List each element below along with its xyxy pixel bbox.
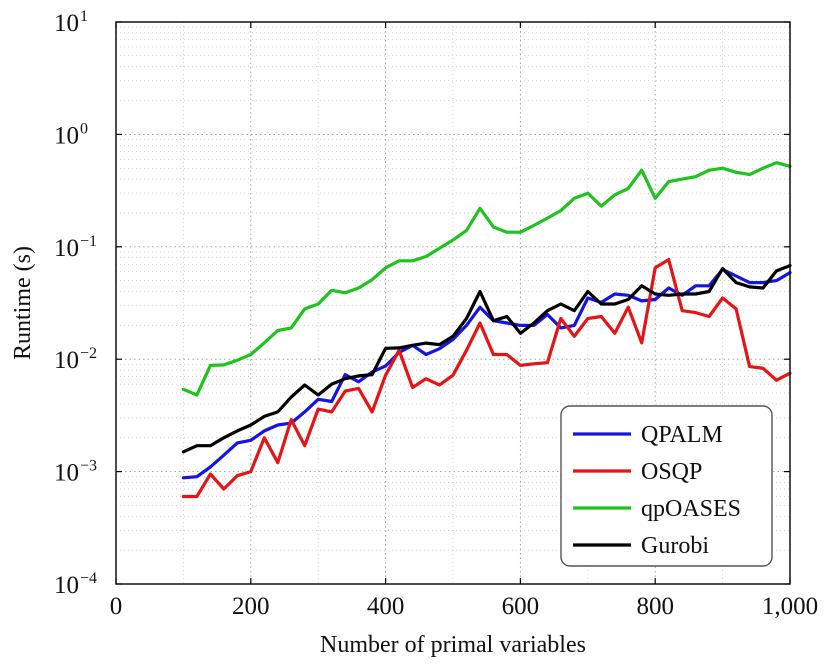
y-tick-label: 10 1 [54, 8, 88, 37]
x-tick-label: 400 [367, 593, 405, 620]
y-tick-exponent: 1 [80, 8, 88, 25]
y-tick-label: 10 0 [54, 120, 88, 149]
x-tick-label: 200 [232, 593, 270, 620]
x-tick-label: 1,000 [762, 593, 818, 620]
x-tick-label: 600 [502, 593, 540, 620]
y-tick-base: 10 [54, 235, 79, 262]
y-tick-base: 10 [54, 122, 79, 149]
x-tick-label: 800 [636, 593, 674, 620]
y-tick-base: 10 [54, 572, 79, 599]
series-line-qpoases [181, 161, 792, 397]
y-tick-label: 10 −2 [54, 345, 97, 374]
legend-label-gurobi: Gurobi [641, 533, 709, 559]
axis-ticks [115, 21, 791, 585]
y-tick-label: 10 −1 [54, 233, 97, 262]
series-line-osqp [181, 258, 792, 499]
plot-frame [115, 21, 791, 585]
series-group [181, 161, 792, 499]
y-tick-base: 10 [54, 460, 79, 487]
series-line-gurobi [181, 264, 792, 454]
legend-label-qpoases: qpOASES [641, 496, 741, 522]
legend-label-osqp: OSQP [641, 459, 702, 485]
legend: QPALM OSQP qpOASES Gurobi [560, 405, 773, 567]
y-tick-exponent: 0 [80, 120, 88, 137]
y-tick-exponent: −1 [80, 233, 97, 250]
y-tick-label: 10 −4 [54, 570, 97, 599]
y-tick-exponent: −4 [80, 570, 97, 587]
x-axis-label: Number of primal variables [320, 632, 586, 658]
y-tick-exponent: −2 [80, 345, 97, 362]
legend-box [560, 405, 773, 567]
y-tick-exponent: −3 [80, 458, 97, 475]
y-tick-base: 10 [54, 10, 79, 37]
y-axis-label: Runtime (s) [10, 246, 36, 360]
series-line-qpalm [181, 267, 792, 480]
legend-label-qpalm: QPALM [641, 422, 723, 448]
x-tick-label: 0 [110, 593, 123, 620]
y-tick-label: 10 −3 [54, 458, 97, 487]
y-tick-base: 10 [54, 347, 79, 374]
